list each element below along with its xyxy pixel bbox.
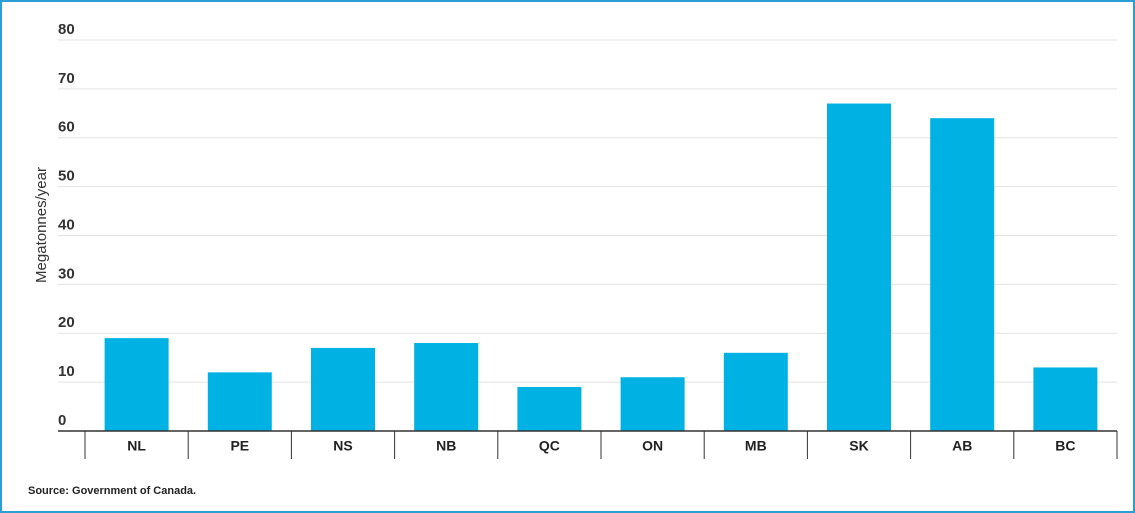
bar — [104, 338, 169, 431]
x-tick-label: NB — [436, 438, 456, 454]
bar — [207, 372, 272, 431]
x-tick-label: PE — [230, 438, 249, 454]
x-tick-label: AB — [952, 438, 972, 454]
x-tick-label: BC — [1055, 438, 1075, 454]
y-tick-label: 0 — [58, 412, 66, 429]
x-tick-label: SK — [849, 438, 868, 454]
x-tick-label: NL — [127, 438, 146, 454]
y-tick-label: 70 — [58, 70, 75, 87]
y-tick-label: 80 — [58, 21, 75, 38]
y-tick-label: 30 — [58, 265, 75, 282]
x-tick-label: ON — [642, 438, 663, 454]
x-tick-label: NS — [333, 438, 352, 454]
bar — [311, 347, 375, 431]
bar — [620, 377, 685, 431]
y-tick-label: 10 — [58, 363, 75, 380]
y-tick-label: 50 — [58, 168, 75, 185]
y-axis-label: Megatonnes/year — [33, 167, 50, 283]
y-tick-label: 20 — [58, 314, 75, 331]
bar — [930, 118, 995, 431]
bar — [723, 352, 788, 431]
source: Source: Government of Canada. — [28, 485, 196, 497]
x-tick-label: MB — [745, 438, 767, 454]
bar — [827, 103, 891, 431]
y-tick-label: 40 — [58, 216, 75, 233]
y-tick-label: 60 — [58, 119, 75, 136]
bar — [517, 387, 582, 431]
bar — [1033, 367, 1098, 431]
x-tick-label: QC — [539, 438, 560, 454]
bar — [414, 343, 479, 431]
